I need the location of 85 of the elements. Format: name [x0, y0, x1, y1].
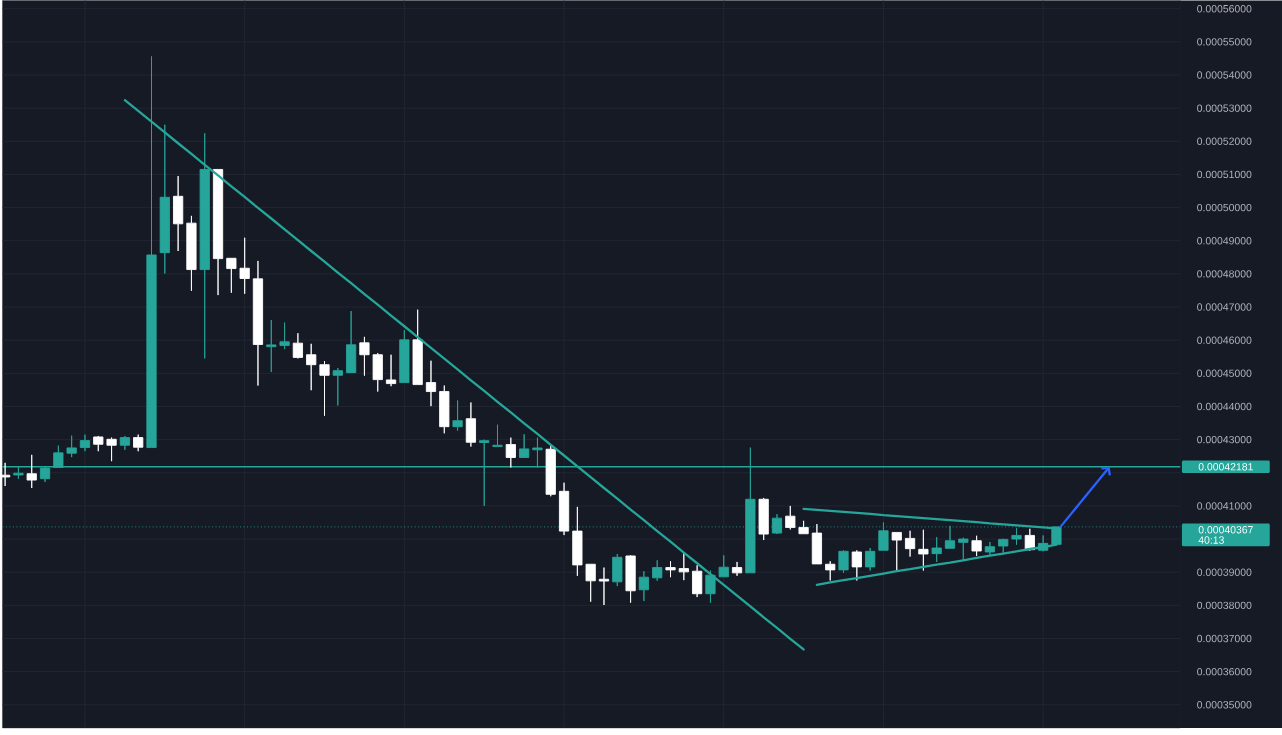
candlestick — [425, 360, 437, 407]
candlestick — [598, 567, 610, 606]
y-tick-label: 0.00055000 — [1197, 38, 1252, 46]
y-tick-label: 0.00050000 — [1197, 203, 1252, 212]
candlestick — [851, 549, 862, 582]
candlestick — [652, 559, 663, 582]
candlestick — [385, 354, 397, 387]
candlestick — [266, 319, 277, 373]
y-tick-label: 0.00045000 — [1197, 369, 1252, 378]
candlestick — [558, 482, 570, 536]
y-tick-label: 0.00041000 — [1197, 502, 1252, 510]
candlestick — [159, 124, 170, 275]
y-tick-label: 0.00053000 — [1197, 104, 1252, 112]
candlestick — [212, 169, 224, 296]
y-tick-label: 0.00038000 — [1197, 601, 1252, 610]
candlestick — [838, 549, 849, 574]
candlestick — [891, 532, 902, 572]
candlestick — [346, 310, 357, 374]
candlestick — [173, 175, 184, 252]
candlestick — [372, 352, 383, 393]
candlestick — [758, 497, 769, 541]
candlestick — [252, 260, 264, 387]
candlestick — [199, 132, 210, 359]
candlestick — [292, 332, 303, 359]
candlestick — [279, 322, 290, 350]
y-tick-label: 0.00044000 — [1197, 402, 1252, 411]
candlestick — [93, 435, 104, 452]
candlestick — [811, 523, 823, 565]
y-tick-label: 0.00043000 — [1197, 436, 1252, 444]
candlestick — [412, 309, 423, 386]
candlestick — [106, 437, 117, 462]
candlestick — [66, 435, 77, 458]
candlestick — [119, 435, 130, 451]
y-tick-label: 0.00056000 — [1197, 5, 1252, 13]
candlestick — [439, 385, 450, 434]
candlestick — [785, 505, 796, 530]
ref-line-label: 0.00040367 — [1198, 526, 1253, 534]
y-tick-label: 0.00052000 — [1197, 137, 1252, 146]
y-tick-label: 0.00046000 — [1197, 336, 1252, 344]
y-tick-label: 0.00049000 — [1197, 237, 1252, 245]
candlestick — [625, 554, 636, 604]
candlestick — [452, 400, 463, 432]
candlestick — [79, 434, 91, 452]
candlestick — [705, 570, 716, 604]
y-tick-label: 0.00051000 — [1197, 170, 1252, 179]
candlestick — [638, 570, 650, 602]
candlestick — [545, 444, 556, 497]
y-tick-label: 0.00047000 — [1197, 303, 1252, 311]
candlestick — [186, 215, 197, 292]
candlestick — [585, 563, 596, 603]
ref-line-label: 0.00042181 — [1198, 463, 1253, 471]
candlestick — [332, 367, 343, 406]
candlestick — [492, 424, 503, 448]
candlestick — [306, 343, 317, 391]
candlestick — [612, 553, 623, 587]
candlestick — [904, 530, 916, 558]
candlestick — [718, 554, 729, 578]
candlestick — [399, 329, 410, 384]
candlestick — [918, 529, 929, 572]
candlestick — [239, 237, 250, 295]
candlestick — [665, 560, 676, 578]
candlestick — [572, 506, 583, 577]
candlestick — [359, 336, 370, 377]
candlestick — [465, 402, 476, 448]
candlestick — [226, 257, 237, 294]
y-tick-label: 0.00035000 — [1197, 701, 1252, 709]
y-tick-label: 0.00037000 — [1197, 634, 1252, 643]
y-tick-label: 0.00039000 — [1197, 568, 1252, 576]
y-tick-label: 0.00048000 — [1197, 270, 1252, 278]
y-tick-label: 0.00054000 — [1197, 71, 1252, 79]
candlestick — [26, 454, 37, 489]
text: 40:13 — [1198, 536, 1224, 544]
candlestick — [692, 564, 703, 598]
candlestick — [798, 520, 809, 535]
y-tick-label: 0.00036000 — [1197, 668, 1252, 676]
candlestick — [865, 547, 876, 572]
candlestick — [731, 561, 743, 577]
candlestick — [519, 433, 530, 459]
candlestick — [133, 434, 144, 452]
candlestick — [971, 535, 982, 557]
candlestick — [505, 437, 516, 468]
candlestick — [825, 560, 836, 582]
candlestick — [319, 360, 330, 417]
candlestick — [0, 462, 11, 487]
candlestick — [678, 552, 689, 581]
